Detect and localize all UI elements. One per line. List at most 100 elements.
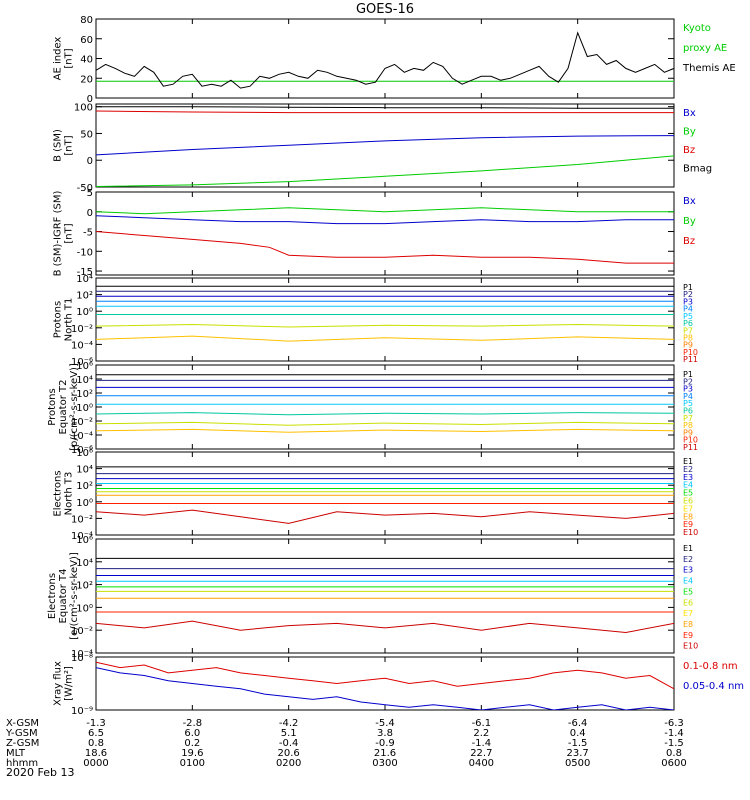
x-row-value: 0000 xyxy=(83,758,108,769)
y-tick-label: 10⁶ xyxy=(76,361,93,372)
panel-frame xyxy=(95,103,675,188)
legend-entry: P5 xyxy=(683,312,693,321)
y-axis-label: [nT] xyxy=(64,48,75,68)
y-axis-label: Xray flux xyxy=(53,661,64,706)
y-tick-label: 5 xyxy=(87,188,93,199)
y-tick-label: 10⁶ xyxy=(76,535,93,546)
series-line-p8 xyxy=(96,428,674,433)
series-line-e9 xyxy=(96,620,674,634)
legend-entry: E8 xyxy=(683,512,693,521)
y-axis-label: [p/(cm²-s-sr-keV)] xyxy=(69,363,80,451)
legend-entry: P2 xyxy=(683,290,693,299)
x-row-value: -0.9 xyxy=(375,738,395,749)
panel-frame xyxy=(95,364,675,450)
y-tick-label: 10⁴ xyxy=(76,274,93,285)
y-tick-label: 10² xyxy=(76,481,93,492)
plot-title: GOES-16 xyxy=(356,2,414,17)
legend-entry: E6 xyxy=(683,497,693,506)
legend-entry: By xyxy=(683,216,696,227)
legend-entry: E1 xyxy=(683,544,693,553)
y-tick-label: 10⁻² xyxy=(71,417,93,428)
y-tick-label: 10⁴ xyxy=(76,375,93,386)
panel-frame xyxy=(95,18,675,99)
x-row-value: 19.6 xyxy=(181,748,203,759)
y-tick-label: 10⁻⁶ xyxy=(71,445,93,456)
x-row-value: 6.5 xyxy=(88,728,104,739)
y-axis-label: Equator T2 xyxy=(58,380,69,435)
y-tick-label: 10⁻⁴ xyxy=(71,649,93,660)
x-row-value: -1.3 xyxy=(86,718,106,729)
legend-entry: E9 xyxy=(683,631,693,640)
y-axis-label: [nT] xyxy=(64,135,75,155)
x-row-value: 18.6 xyxy=(85,748,107,759)
legend-entry: P3 xyxy=(683,385,693,394)
legend-entry: proxy AE xyxy=(683,43,727,54)
legend-entry: E3 xyxy=(683,473,693,482)
y-tick-label: 10⁻⁸ xyxy=(71,653,93,664)
y-axis-label: North T3 xyxy=(64,472,75,516)
x-row-value: -6.4 xyxy=(568,718,588,729)
x-row-value: -0.4 xyxy=(279,738,299,749)
legend-entry: P4 xyxy=(683,392,693,401)
x-row-value: 0600 xyxy=(661,758,686,769)
panel-frame xyxy=(95,277,675,362)
x-row-value: -2.8 xyxy=(183,718,203,729)
series-line-by xyxy=(96,207,674,215)
legend-entry: E5 xyxy=(683,587,693,596)
y-tick-label: 10⁶ xyxy=(76,448,93,459)
panel-bigrf: -15 -10 -5 0 5 B (SM)-IGRF (SM) [nT] Bx By Bz xyxy=(53,188,696,278)
x-row-value: 22.7 xyxy=(470,748,492,759)
y-tick-label: 10⁻² xyxy=(71,626,93,637)
y-tick-label: 40 xyxy=(80,55,93,66)
legend-entry: Themis AE xyxy=(682,63,736,74)
legend-entry: P3 xyxy=(683,297,693,306)
panel-ae: 0 20 40 60 80 AE index [nT] Kyoto proxy AE Themis… xyxy=(53,15,736,105)
y-axis-label: Equator T4 xyxy=(58,569,69,624)
x-row-value: -1.4 xyxy=(664,728,684,739)
y-tick-label: 10⁻⁴ xyxy=(71,431,93,442)
y-tick-label: 10² xyxy=(76,291,93,302)
y-tick-label: 10⁰ xyxy=(76,603,93,614)
y-tick-label: 10⁻² xyxy=(71,324,93,335)
y-axis-label: [W/m²] xyxy=(64,666,75,701)
y-tick-label: 0 xyxy=(87,208,93,219)
legend-entry: 0.1-0.8 nm xyxy=(683,661,738,672)
y-axis-label: Electrons xyxy=(47,573,58,619)
y-tick-label: 10⁰ xyxy=(76,403,93,414)
legend-entry: P10 xyxy=(683,436,698,445)
y-tick-label: 0 xyxy=(87,94,93,105)
legend-entry: E10 xyxy=(683,642,698,651)
legend-entry: P7 xyxy=(683,326,693,335)
x-row-value: 21.6 xyxy=(374,748,396,759)
x-row-value: 0100 xyxy=(180,758,205,769)
y-axis-label: Protons xyxy=(47,388,58,425)
legend-entry: E10 xyxy=(683,528,698,537)
y-tick-label: 10⁴ xyxy=(76,558,93,569)
y-tick-label: 10⁻⁹ xyxy=(71,706,93,717)
y-axis-label: Protons xyxy=(53,301,64,338)
legend-entry: E7 xyxy=(683,609,693,618)
series-line-0-05-0-4-nm xyxy=(96,667,674,710)
panel-et4: 10⁻⁴ 10⁻² 10⁰ 10² 10⁴ 10⁶ Electrons Equator T4[… xyxy=(47,535,698,660)
series-line-p8 xyxy=(96,335,674,342)
date-label: 2020 Feb 13 xyxy=(6,766,74,779)
x-row-value: -5.4 xyxy=(375,718,395,729)
legend-entry: Bx xyxy=(683,196,696,207)
legend-entry: P8 xyxy=(683,334,693,343)
y-axis-label: B (SM) xyxy=(53,129,64,162)
y-axis-label: B (SM)-IGRF (SM) xyxy=(53,191,64,277)
y-tick-label: -10 xyxy=(77,247,93,258)
x-row-value: -1.5 xyxy=(568,738,588,749)
series-line-bx xyxy=(96,135,674,156)
x-row-value: 0500 xyxy=(565,758,590,769)
series-line-e9 xyxy=(96,509,674,524)
legend-entry: P6 xyxy=(683,407,693,416)
panel-pt1: 10⁻⁶ 10⁻⁴ 10⁻² 10⁰ 10² 10⁴ Protons North T1 P1P2… xyxy=(53,274,699,368)
x-row-value: 0400 xyxy=(469,758,494,769)
panel-frame xyxy=(95,538,675,654)
y-tick-label: 10⁻⁶ xyxy=(71,357,93,368)
legend-entry: E2 xyxy=(683,555,693,564)
